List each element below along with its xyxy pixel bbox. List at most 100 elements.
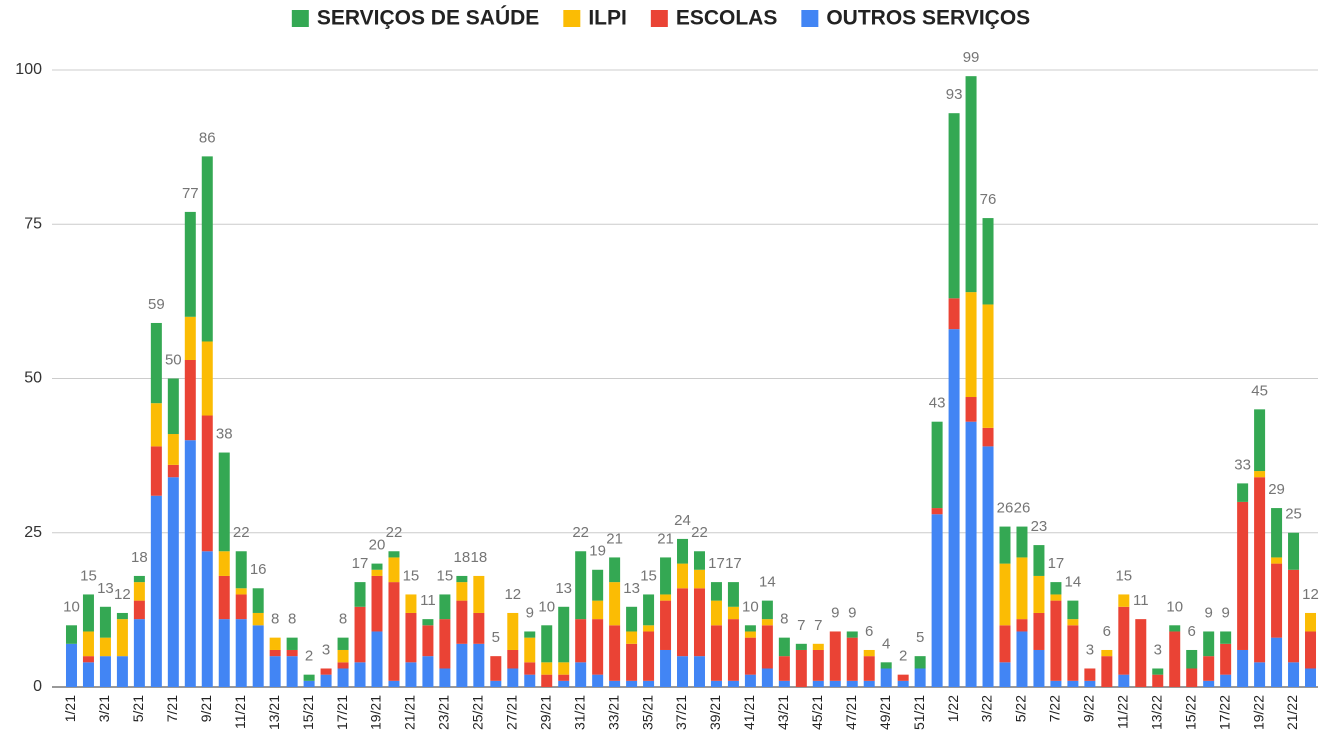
total-label: 19 [589, 543, 606, 560]
x-tick-label: 1/22 [945, 695, 961, 722]
bar-segment [1016, 619, 1028, 632]
bar-segment [473, 643, 485, 687]
bar-segment [948, 113, 960, 299]
bar-segment [880, 662, 892, 669]
bar-segment [1220, 674, 1232, 687]
bar-segment [710, 600, 722, 626]
bar-segment [1271, 637, 1283, 687]
y-tick-label: 100 [15, 61, 42, 78]
bar-segment [541, 662, 553, 675]
bar-segment [405, 612, 417, 663]
bar-segment [693, 588, 705, 657]
x-tick-label: 7/21 [164, 695, 180, 722]
bar-segment [1118, 594, 1130, 607]
total-label: 76 [980, 191, 997, 208]
bar-segment [133, 600, 145, 620]
bar-segment [626, 606, 638, 632]
bar-segment [133, 582, 145, 601]
total-label: 14 [1065, 574, 1082, 591]
legend-swatch [291, 10, 309, 27]
legend-swatch [650, 10, 668, 27]
bar-segment [354, 662, 366, 687]
bar-segment [1220, 631, 1232, 644]
total-label: 6 [865, 623, 873, 640]
x-tick-label: 11/21 [232, 695, 248, 729]
total-label: 86 [199, 129, 216, 146]
total-label: 9 [848, 604, 856, 621]
bar-segment [710, 625, 722, 681]
bar-segment [812, 649, 824, 681]
total-label: 10 [1166, 598, 1183, 615]
bar-segment [863, 680, 875, 687]
bar-segment [643, 594, 655, 626]
bar-segment [473, 612, 485, 644]
total-label: 18 [454, 549, 471, 566]
bar-segment [829, 680, 841, 687]
x-tick-label: 1/21 [62, 695, 78, 722]
bar-segment [1067, 619, 1079, 626]
bar-segment [524, 674, 536, 687]
bar-segment [1169, 631, 1181, 687]
bar-segment [99, 637, 111, 657]
bar-segment [1220, 643, 1232, 675]
bar-segment [541, 674, 553, 687]
bar-segment [965, 397, 977, 422]
x-tick-label: 3/21 [96, 695, 112, 722]
x-tick-label: 21/22 [1284, 695, 1300, 730]
bar-segment [1152, 674, 1164, 687]
total-label: 3 [1154, 641, 1162, 658]
y-tick-label: 0 [33, 678, 42, 695]
bar-segment [643, 625, 655, 632]
bar-segment [184, 316, 196, 360]
total-label: 6 [1103, 623, 1111, 640]
bar-segment [761, 668, 773, 687]
bar-segment [761, 600, 773, 620]
bar-segment [133, 575, 145, 583]
bar-segment [1254, 662, 1266, 687]
bar-segment [609, 582, 621, 626]
total-label: 5 [492, 629, 500, 646]
bar-segment [609, 680, 621, 687]
total-label: 9 [1205, 604, 1213, 621]
bar-segment [371, 575, 383, 632]
total-label: 93 [946, 86, 963, 103]
bar-segment [812, 680, 824, 687]
y-tick-label: 50 [24, 370, 42, 387]
x-tick-label: 13/21 [266, 695, 282, 730]
x-tick-label: 39/21 [707, 695, 723, 730]
bar-segment [948, 329, 960, 687]
total-label: 17 [1048, 555, 1065, 572]
total-label: 99 [963, 49, 980, 66]
bar-segment [982, 446, 994, 687]
bar-segment [303, 680, 315, 687]
bar-segment [235, 588, 247, 595]
x-tick-label: 7/22 [1047, 695, 1063, 722]
bar-segment [99, 606, 111, 638]
total-label: 2 [305, 648, 313, 665]
bar-segment [1033, 545, 1045, 576]
bar-segment [269, 649, 281, 657]
total-label: 21 [657, 530, 674, 547]
bar-segment [1288, 662, 1300, 687]
total-label: 22 [572, 524, 589, 541]
total-label: 17 [725, 555, 742, 572]
total-label: 25 [1285, 506, 1302, 523]
bar-segment [337, 668, 349, 687]
bar-segment [167, 378, 179, 435]
bar-segment [354, 582, 366, 607]
bar-segment [727, 606, 739, 620]
bar-segment [727, 619, 739, 681]
bar-segment [846, 631, 858, 638]
bar-segment [1016, 526, 1028, 558]
total-label: 10 [63, 598, 80, 615]
bar-segment [1271, 508, 1283, 558]
total-label: 10 [538, 598, 555, 615]
bar-segment [82, 662, 94, 687]
total-label: 22 [691, 524, 708, 541]
bar-segment [456, 600, 468, 644]
bar-segment [592, 674, 604, 687]
bar-segment [677, 656, 689, 687]
bar-segment [337, 637, 349, 650]
bar-segment [1203, 656, 1215, 681]
x-tick-label: 51/21 [911, 695, 927, 730]
